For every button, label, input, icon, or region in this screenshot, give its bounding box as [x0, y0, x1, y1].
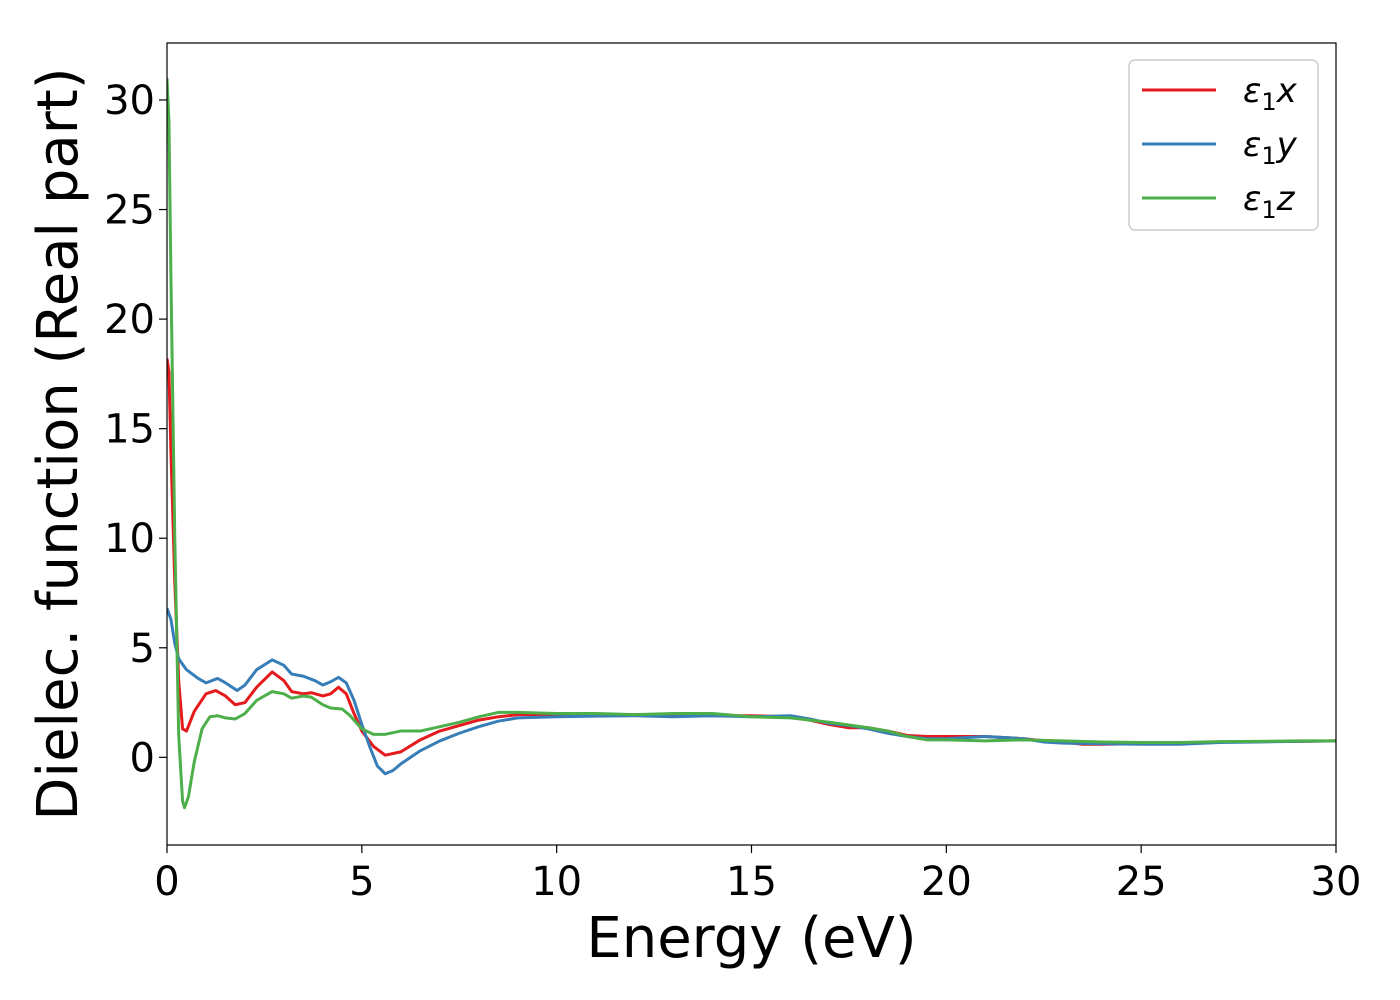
- x-tick-label: 10: [531, 859, 582, 905]
- legend-entry: ε1x: [1243, 71, 1298, 116]
- y-tick-label: 25: [104, 188, 155, 234]
- x-tick-label: 0: [154, 859, 179, 905]
- series-line-3: [167, 77, 1336, 810]
- x-tick-label: 30: [1311, 859, 1362, 905]
- legend-entry: ε1y: [1243, 125, 1298, 170]
- legend-box: [1128, 59, 1319, 231]
- x-tick-label: 20: [921, 859, 972, 905]
- y-tick-label: 0: [130, 735, 155, 781]
- x-tick-label: 5: [349, 859, 374, 905]
- legend: ε1x ε1y ε1z: [1128, 59, 1319, 231]
- series-line-2: [167, 607, 1336, 776]
- y-tick-label: 20: [104, 297, 155, 343]
- series-line-1: [167, 358, 1336, 757]
- x-tick-label: 15: [726, 859, 777, 905]
- x-axis-label: Energy (eV): [586, 906, 916, 971]
- y-axis-label: Dielec. function (Real part): [26, 67, 91, 820]
- legend-entry: ε1z: [1243, 179, 1296, 224]
- axes: 0 5 10 15 20 25 30 0 5 10 15 20 25 30: [104, 42, 1362, 905]
- plot-area: [167, 77, 1336, 810]
- y-tick-label: 5: [130, 626, 155, 672]
- y-tick-label: 10: [104, 516, 155, 562]
- y-tick-label: 30: [104, 78, 155, 124]
- y-tick-label: 15: [104, 407, 155, 453]
- x-tick-label: 25: [1116, 859, 1167, 905]
